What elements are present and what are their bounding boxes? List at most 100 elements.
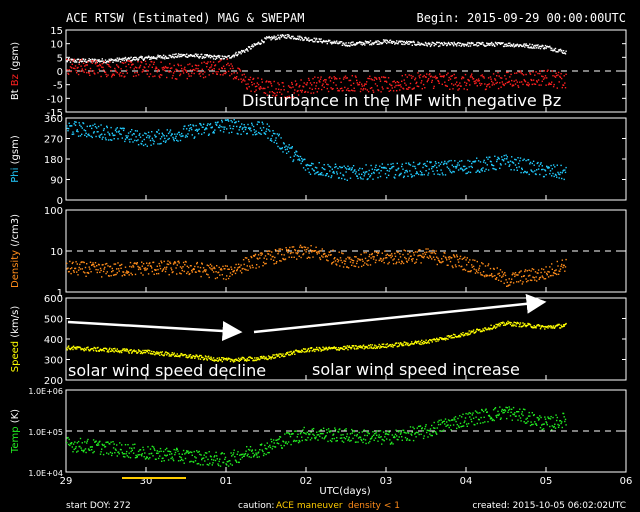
point-bt [274, 37, 276, 39]
point-bz [427, 78, 430, 80]
point-density [467, 270, 469, 273]
point-temp [331, 438, 333, 440]
point-speed [404, 341, 406, 343]
point-phi [221, 119, 223, 122]
point-bz [392, 90, 395, 92]
point-speed [539, 328, 542, 330]
point-bt [179, 55, 182, 58]
temp-ylabel-part: (K) [10, 409, 21, 427]
point-bt [367, 42, 369, 44]
point-speed [537, 324, 540, 326]
point-phi [357, 177, 359, 180]
point-phi [504, 158, 506, 160]
point-temp [134, 443, 136, 445]
point-speed [379, 347, 381, 349]
point-bt [132, 58, 134, 60]
point-temp [138, 454, 140, 456]
point-bt [159, 55, 162, 57]
point-speed [497, 323, 500, 326]
point-temp [82, 451, 85, 453]
point-phi [251, 122, 253, 124]
point-phi [474, 161, 476, 163]
point-bt [177, 53, 180, 55]
point-density [362, 264, 365, 266]
point-phi [219, 124, 221, 127]
point-speed [107, 351, 110, 353]
point-density [256, 264, 258, 266]
point-bz [170, 71, 172, 73]
point-bz [476, 79, 478, 81]
point-temp [392, 436, 395, 439]
point-density [85, 275, 87, 277]
point-bz [126, 69, 128, 71]
point-temp [224, 458, 226, 460]
point-bz [565, 73, 567, 75]
point-bz [243, 73, 245, 76]
point-speed [179, 354, 182, 356]
point-temp [87, 438, 89, 441]
point-bt [554, 47, 557, 50]
point-temp [506, 417, 508, 420]
point-density [186, 272, 188, 275]
point-density [464, 269, 467, 271]
point-bt [439, 45, 441, 47]
point-temp [182, 459, 184, 462]
point-phi [517, 162, 520, 165]
point-bz [101, 66, 103, 68]
point-temp [562, 412, 565, 415]
point-bt [136, 58, 138, 60]
point-temp [145, 457, 147, 460]
point-speed [306, 350, 308, 353]
point-temp [371, 435, 373, 438]
point-bz [74, 65, 77, 67]
point-speed [131, 352, 133, 354]
point-density [186, 265, 188, 267]
point-temp [87, 448, 90, 450]
point-bt [301, 36, 303, 39]
point-temp [91, 446, 93, 448]
point-density [451, 257, 453, 259]
point-speed [512, 323, 514, 325]
point-density [502, 273, 505, 275]
point-speed [400, 342, 402, 344]
point-speed [99, 349, 101, 351]
point-phi [273, 141, 275, 144]
point-density [408, 257, 410, 259]
point-bt [404, 43, 406, 46]
point-temp [155, 458, 157, 460]
point-temp [77, 450, 79, 452]
point-temp [229, 463, 232, 465]
point-phi [88, 134, 90, 137]
point-temp [181, 458, 183, 461]
point-phi [549, 170, 552, 172]
point-density [79, 263, 81, 266]
point-bt [372, 43, 375, 45]
point-density [272, 259, 275, 261]
point-density [384, 250, 386, 252]
point-speed [421, 342, 423, 344]
point-temp [478, 419, 480, 421]
point-temp [422, 437, 425, 440]
point-density [294, 249, 297, 252]
point-temp [391, 441, 393, 444]
point-phi [286, 148, 288, 150]
point-temp [164, 454, 166, 456]
point-bz [389, 83, 391, 85]
point-bz [461, 78, 463, 80]
point-density [440, 262, 442, 264]
point-bz [382, 88, 384, 90]
point-phi [544, 170, 547, 172]
point-bz [286, 97, 288, 99]
point-phi [227, 119, 229, 121]
point-density [128, 274, 130, 276]
point-bt [175, 53, 177, 55]
point-density [436, 263, 438, 266]
point-temp [266, 448, 268, 450]
point-speed [251, 357, 253, 360]
point-temp [199, 453, 201, 456]
point-density [141, 265, 143, 267]
point-bz [250, 90, 252, 92]
point-speed [248, 359, 250, 361]
point-phi [325, 174, 327, 177]
point-speed [411, 341, 413, 343]
